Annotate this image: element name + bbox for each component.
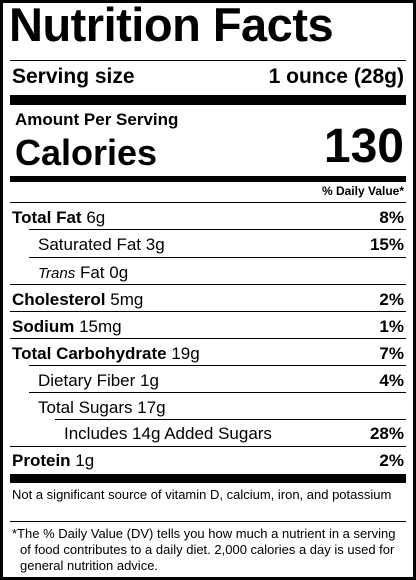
divider [29, 392, 406, 393]
divider [10, 338, 406, 339]
daily-value-header-row: % Daily Value* [12, 184, 404, 198]
amount-per-serving: Amount Per Serving [15, 110, 179, 129]
nutrient-amount: 3g [145, 235, 165, 254]
footnote: *The % Daily Value (DV) tells you how mu… [12, 526, 396, 573]
nutrient-row-sodium: Sodium 15mg 1% [12, 317, 404, 337]
nutrient-name: Total Sugars [38, 398, 133, 417]
divider [10, 60, 406, 61]
nutrient-row-dietary-fiber: Dietary Fiber 1g 4% [38, 371, 404, 391]
divider [29, 365, 406, 366]
thick-divider [10, 474, 406, 483]
calories-label: Calories [15, 132, 158, 173]
serving-size-label: Serving size [12, 65, 135, 88]
nutrient-name-italic: Trans [38, 265, 76, 282]
nutrient-dv: 28% [369, 424, 404, 443]
label-title: Nutrition Facts [9, 0, 334, 51]
nutrient-amount: 6g [86, 208, 106, 227]
nutrient-amount: 19g [171, 344, 200, 363]
not-significant-note: Not a significant source of vitamin D, c… [12, 487, 392, 502]
medium-divider [10, 176, 406, 182]
nutrient-name: Protein [12, 451, 71, 470]
nutrient-row-total-carbohydrate: Total Carbohydrate 19g 7% [12, 344, 404, 364]
nutrient-dv: 4% [379, 371, 404, 390]
divider [10, 521, 406, 522]
nutrient-name: Fat [79, 263, 105, 282]
serving-size-row: Serving size 1 ounce (28g) [12, 65, 404, 89]
nutrient-row-added-sugars: Includes 14g Added Sugars 28% [64, 424, 404, 444]
nutrient-name: Includes 14g Added Sugars [64, 424, 272, 443]
divider [10, 284, 406, 285]
daily-value-header: % Daily Value* [321, 184, 404, 198]
nutrient-amount: 15mg [79, 317, 122, 336]
divider [10, 446, 406, 447]
nutrient-amount: 5mg [110, 290, 144, 309]
nutrient-row-total-fat: Total Fat 6g 8% [12, 208, 404, 228]
divider [10, 311, 406, 312]
nutrient-row-trans-fat: Trans Fat 0g [38, 263, 404, 283]
serving-size-value: 1 ounce (28g) [268, 65, 404, 88]
nutrient-amount: 17g [137, 398, 166, 417]
nutrient-dv: 2% [379, 290, 404, 309]
thick-divider [10, 95, 406, 105]
nutrient-row-cholesterol: Cholesterol 5mg 2% [12, 290, 404, 310]
calories-value: 130 [323, 120, 404, 173]
nutrient-row-saturated-fat: Saturated Fat 3g 15% [38, 235, 404, 255]
amount-per-serving-row: Amount Per Serving [12, 110, 404, 130]
nutrient-name: Total Carbohydrate [12, 344, 167, 363]
divider [29, 257, 406, 258]
nutrient-dv: 2% [379, 451, 404, 470]
nutrient-amount: 0g [109, 263, 129, 282]
nutrient-name: Cholesterol [12, 290, 106, 309]
nutrient-row-total-sugars: Total Sugars 17g [38, 398, 404, 418]
nutrient-name: Dietary Fiber [38, 371, 136, 390]
nutrient-name: Saturated Fat [38, 235, 142, 254]
nutrient-dv: 15% [369, 235, 404, 254]
nutrient-dv: 8% [379, 208, 404, 227]
divider [10, 202, 406, 203]
nutrient-dv: 1% [379, 317, 404, 336]
divider [29, 229, 406, 230]
nutrient-amount: 1g [140, 371, 159, 390]
nutrient-name: Total Fat [12, 208, 82, 227]
nutrient-dv: 7% [379, 344, 404, 363]
calories-row: Calories 130 [12, 119, 404, 173]
nutrient-amount: 1g [75, 451, 95, 470]
divider [55, 419, 406, 420]
nutrient-row-protein: Protein 1g 2% [12, 451, 404, 471]
nutrient-name: Sodium [12, 317, 75, 336]
